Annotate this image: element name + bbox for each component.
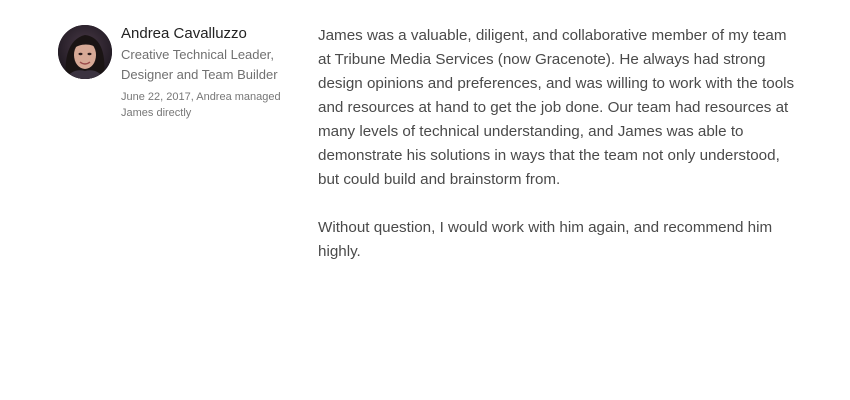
- recommendation-paragraph: Without question, I would work with him …: [318, 219, 773, 260]
- recommendation-text: James was a valuable, diligent, and coll…: [318, 24, 803, 288]
- recommender-name[interactable]: Andrea Cavalluzzo: [121, 25, 247, 42]
- recommendation-relationship: June 22, 2017, Andrea managed James dire…: [121, 91, 281, 119]
- recommendation-paragraph: James was a valuable, diligent, and coll…: [318, 27, 795, 188]
- recommender-avatar[interactable]: [58, 25, 112, 79]
- profile-photo-icon: [58, 25, 112, 79]
- recommender-headline: Creative Technical Leader, Designer and …: [121, 47, 278, 82]
- recommender-meta: Andrea Cavalluzzo Creative Technical Lea…: [121, 24, 306, 121]
